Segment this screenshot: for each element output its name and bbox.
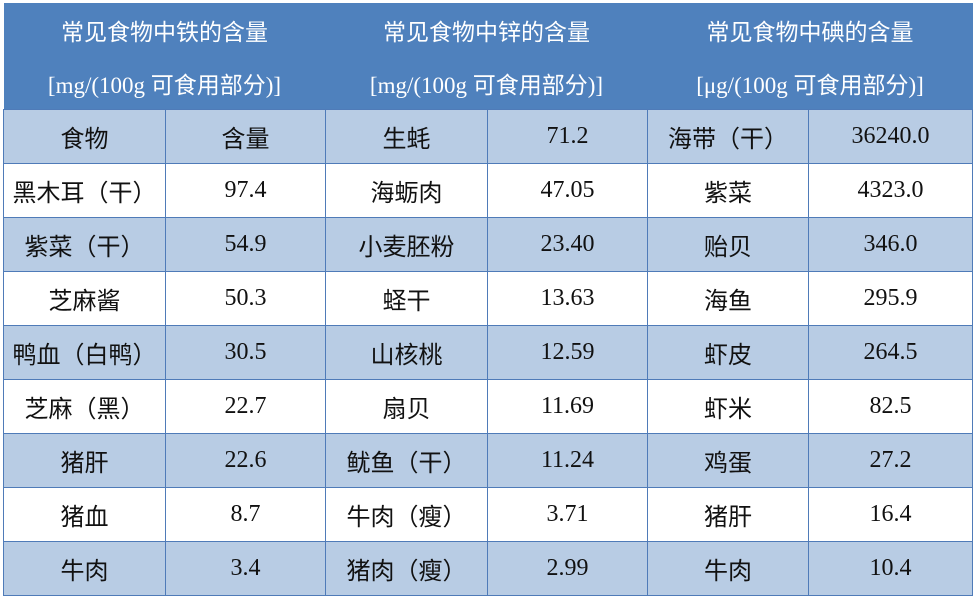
zinc-food-cell: 鱿鱼（干） (325, 433, 488, 488)
iodine-amount-cell: 27.2 (808, 433, 973, 488)
table-row: 鸭血（白鸭） 30.5 山核桃 12.59 虾皮 264.5 (3, 325, 973, 380)
table-row: 芝麻酱 50.3 蛏干 13.63 海鱼 295.9 (3, 271, 973, 326)
zinc-food-cell: 生蚝 (325, 109, 488, 164)
iron-food-cell: 鸭血（白鸭） (3, 325, 166, 380)
iodine-amount-cell: 4323.0 (808, 163, 973, 218)
table-row: 猪血 8.7 牛肉（瘦） 3.71 猪肝 16.4 (3, 487, 973, 542)
iron-amount-cell: 22.7 (165, 379, 326, 434)
table-row: 黑木耳（干） 97.4 海蛎肉 47.05 紫菜 4323.0 (3, 163, 973, 218)
table-row: 牛肉 3.4 猪肉（瘦） 2.99 牛肉 10.4 (3, 541, 973, 596)
iodine-food-cell: 猪肝 (647, 487, 809, 542)
zinc-food-cell: 猪肉（瘦） (325, 541, 488, 596)
iron-food-cell: 牛肉 (3, 541, 166, 596)
iodine-amount-cell: 264.5 (808, 325, 973, 380)
iron-food-cell: 芝麻（黑） (3, 379, 166, 434)
zinc-amount-cell: 2.99 (487, 541, 648, 596)
iodine-food-cell: 海带（干） (647, 109, 809, 164)
iodine-food-cell: 牛肉 (647, 541, 809, 596)
nutrient-table: 常见食物中铁的含量 常见食物中锌的含量 常见食物中碘的含量 [mg/(100g … (3, 3, 973, 596)
zinc-amount-cell: 3.71 (487, 487, 648, 542)
zinc-food-cell: 蛏干 (325, 271, 488, 326)
zinc-title: 常见食物中锌的含量 (325, 3, 648, 56)
iodine-amount-cell: 295.9 (808, 271, 973, 326)
iron-food-cell: 芝麻酱 (3, 271, 166, 326)
table-row: 芝麻（黑） 22.7 扇贝 11.69 虾米 82.5 (3, 379, 973, 434)
iron-unit: [mg/(100g 可食用部分)] (3, 56, 326, 110)
iron-food-cell: 食物 (3, 109, 166, 164)
table-row: 食物 含量 生蚝 71.2 海带（干） 36240.0 (3, 109, 973, 164)
iodine-food-cell: 海鱼 (647, 271, 809, 326)
table-row: 紫菜（干） 54.9 小麦胚粉 23.40 贻贝 346.0 (3, 217, 973, 272)
iron-amount-cell: 含量 (165, 109, 326, 164)
iron-food-cell: 黑木耳（干） (3, 163, 166, 218)
zinc-unit: [mg/(100g 可食用部分)] (325, 56, 648, 110)
iron-amount-cell: 3.4 (165, 541, 326, 596)
iron-amount-cell: 97.4 (165, 163, 326, 218)
zinc-amount-cell: 12.59 (487, 325, 648, 380)
iodine-food-cell: 鸡蛋 (647, 433, 809, 488)
iron-title: 常见食物中铁的含量 (3, 3, 326, 56)
iron-amount-cell: 54.9 (165, 217, 326, 272)
iron-food-cell: 猪血 (3, 487, 166, 542)
iodine-unit: [μg/(100g 可食用部分)] (647, 56, 973, 110)
iron-amount-cell: 8.7 (165, 487, 326, 542)
zinc-food-cell: 山核桃 (325, 325, 488, 380)
iodine-title: 常见食物中碘的含量 (647, 3, 973, 56)
zinc-food-cell: 小麦胚粉 (325, 217, 488, 272)
zinc-food-cell: 扇贝 (325, 379, 488, 434)
table-row: 猪肝 22.6 鱿鱼（干） 11.24 鸡蛋 27.2 (3, 433, 973, 488)
iodine-amount-cell: 10.4 (808, 541, 973, 596)
iodine-amount-cell: 82.5 (808, 379, 973, 434)
iron-amount-cell: 50.3 (165, 271, 326, 326)
zinc-amount-cell: 11.69 (487, 379, 648, 434)
zinc-food-cell: 牛肉（瘦） (325, 487, 488, 542)
zinc-amount-cell: 23.40 (487, 217, 648, 272)
iron-food-cell: 紫菜（干） (3, 217, 166, 272)
zinc-amount-cell: 13.63 (487, 271, 648, 326)
zinc-amount-cell: 71.2 (487, 109, 648, 164)
zinc-amount-cell: 47.05 (487, 163, 648, 218)
iodine-food-cell: 虾米 (647, 379, 809, 434)
iodine-food-cell: 紫菜 (647, 163, 809, 218)
iron-food-cell: 猪肝 (3, 433, 166, 488)
iodine-food-cell: 贻贝 (647, 217, 809, 272)
iodine-food-cell: 虾皮 (647, 325, 809, 380)
iodine-amount-cell: 16.4 (808, 487, 973, 542)
zinc-food-cell: 海蛎肉 (325, 163, 488, 218)
zinc-amount-cell: 11.24 (487, 433, 648, 488)
iodine-amount-cell: 346.0 (808, 217, 973, 272)
iodine-amount-cell: 36240.0 (808, 109, 973, 164)
iron-amount-cell: 30.5 (165, 325, 326, 380)
iron-amount-cell: 22.6 (165, 433, 326, 488)
